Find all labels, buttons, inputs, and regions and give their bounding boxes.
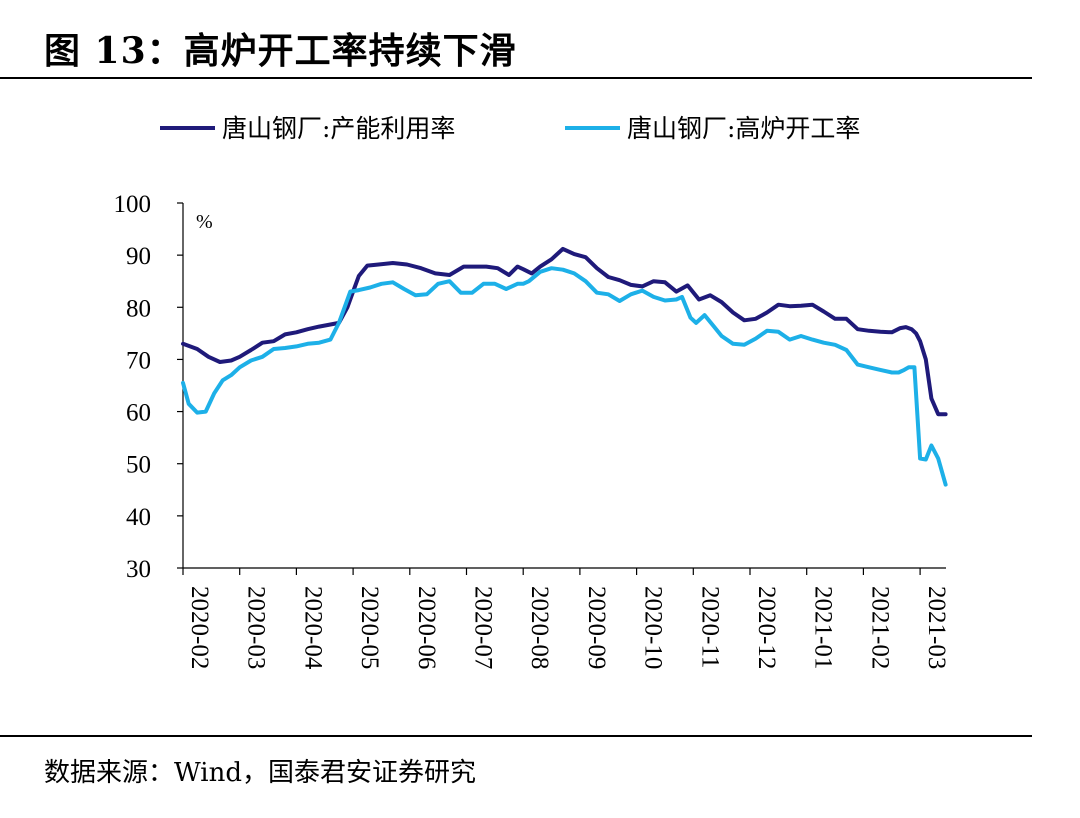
series-line-blast-furnace-rate (181, 266, 948, 487)
x-tick-label: 2020-09 (583, 586, 610, 669)
x-tick-label: 2020-11 (696, 586, 723, 668)
x-tick-label: 2020-07 (470, 586, 497, 669)
y-tick-label: 70 (126, 347, 151, 374)
y-tick-label: 80 (126, 295, 151, 322)
y-tick-label: 40 (126, 504, 151, 531)
source-divider (0, 735, 1032, 737)
y-tick-label: 30 (126, 556, 151, 583)
source-note: 数据来源：Wind，国泰君安证券研究 (44, 758, 476, 788)
x-tick-label: 2021-02 (866, 586, 893, 669)
legend-label-blast-furnace-rate: 唐山钢厂:高炉开工率 (627, 114, 860, 143)
y-tick-label: 100 (114, 191, 152, 218)
x-tick-label: 2020-05 (356, 586, 383, 669)
y-tick-label: 60 (126, 400, 151, 427)
series-line-capacity-utilization (181, 246, 948, 417)
x-tick-label: 2020-03 (243, 586, 270, 669)
line-chart: 唐山钢厂:产能利用率 唐山钢厂:高炉开工率 30 40 50 60 70 80 90 100% 2… (114, 114, 951, 670)
x-tick-label: 2020-02 (186, 586, 213, 669)
chart-legend: 唐山钢厂:产能利用率 唐山钢厂:高炉开工率 (160, 114, 860, 143)
x-tick-label: 2021-01 (810, 586, 837, 669)
x-tick-label: 2020-06 (413, 586, 440, 669)
y-unit-label: % (196, 211, 213, 233)
legend-label-capacity-utilization: 唐山钢厂:产能利用率 (222, 114, 455, 143)
y-tick-label: 50 (126, 452, 151, 479)
x-tick-label: 2020-08 (526, 586, 553, 669)
x-tick-label: 2020-12 (753, 586, 780, 669)
y-tick-label: 90 (126, 243, 151, 270)
chart-series (181, 246, 948, 487)
x-tick-label: 2020-04 (299, 586, 326, 670)
x-tick-label: 2020-10 (640, 586, 667, 669)
figure-title: 图 13：高炉开工率持续下滑 (44, 30, 517, 72)
x-tick-label: 2021-03 (923, 586, 950, 669)
title-divider (0, 77, 1032, 79)
chart-axes: 30 40 50 60 70 80 90 100% 2020-02 2020-03 2020-04 2… (114, 191, 951, 670)
